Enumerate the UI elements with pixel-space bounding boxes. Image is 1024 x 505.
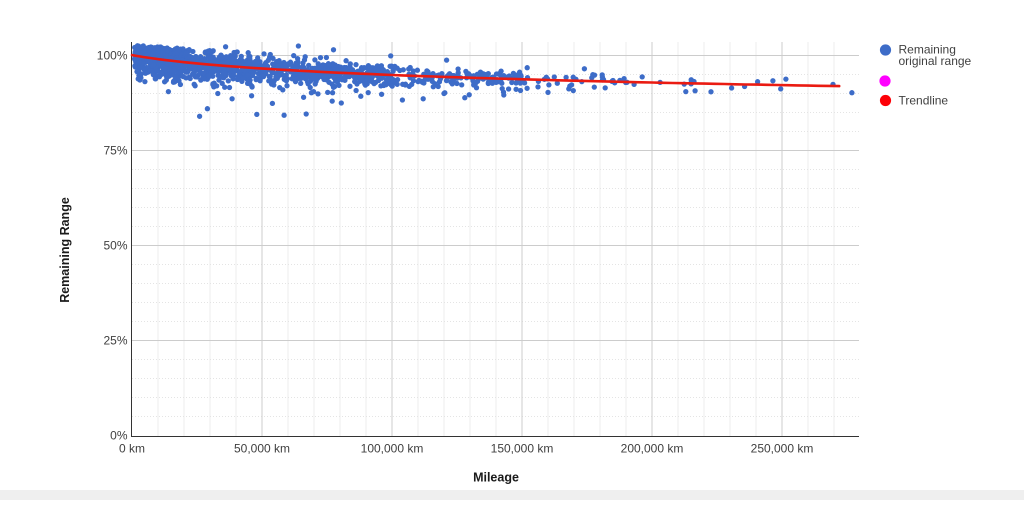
svg-text:0%: 0%: [110, 429, 128, 443]
svg-text:75%: 75%: [103, 144, 127, 158]
svg-text:original range: original range: [899, 54, 972, 68]
svg-text:Mileage: Mileage: [473, 471, 519, 485]
svg-text:Trendline: Trendline: [899, 94, 949, 108]
svg-text:150,000 km: 150,000 km: [491, 442, 554, 456]
svg-text:Remaining: Remaining: [899, 43, 956, 57]
svg-text:25%: 25%: [103, 334, 127, 348]
svg-text:50,000 km: 50,000 km: [234, 442, 290, 456]
svg-text:100,000 km: 100,000 km: [361, 442, 424, 456]
svg-text:250,000 km: 250,000 km: [751, 442, 814, 456]
svg-text:200,000 km: 200,000 km: [621, 442, 684, 456]
svg-text:100%: 100%: [97, 49, 128, 63]
svg-text:0 km: 0 km: [119, 442, 145, 456]
svg-text:50%: 50%: [103, 239, 127, 253]
svg-text:Remaining Range: Remaining Range: [58, 197, 72, 303]
